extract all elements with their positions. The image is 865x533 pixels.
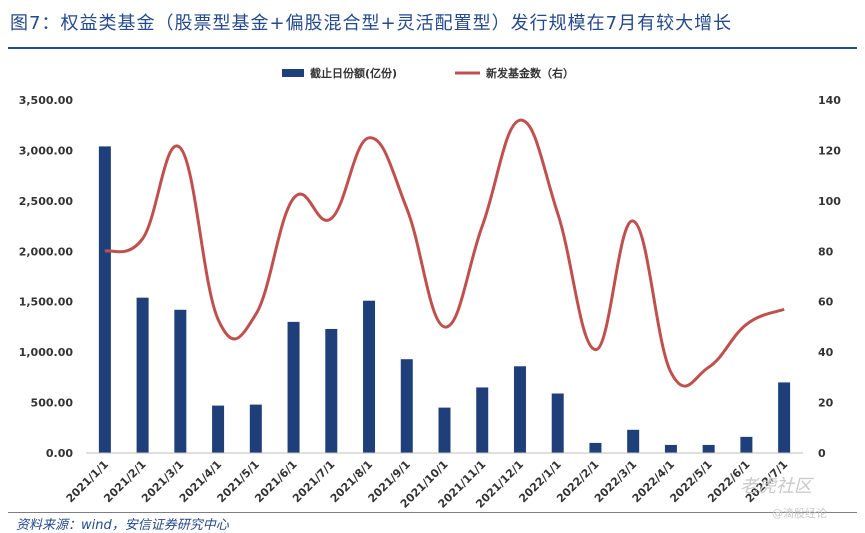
bar (551, 393, 564, 453)
source-divider (8, 512, 857, 513)
bar (438, 407, 451, 453)
right-axis: 0 20 40 60 80 100 120 140 (818, 94, 841, 460)
bar (212, 405, 225, 453)
bar (363, 300, 376, 453)
bar (778, 382, 791, 453)
bar (287, 321, 300, 453)
left-tick-label: 0.00 (46, 447, 73, 460)
bar (627, 429, 640, 453)
right-tick-label: 100 (818, 195, 841, 208)
bar (136, 297, 149, 453)
line-path (104, 118, 785, 388)
legend-bar-label: 截止日份额(亿份) (310, 66, 397, 80)
left-tick-label: 1,500.00 (19, 296, 74, 309)
bar (513, 366, 526, 453)
left-tick-label: 2,000.00 (19, 245, 74, 258)
left-tick-label: 2,500.00 (19, 195, 74, 208)
right-tick-label: 0 (818, 447, 826, 460)
legend-line-label: 新发基金数（右） (486, 66, 574, 80)
left-tick-label: 500.00 (31, 397, 74, 410)
line-series (104, 118, 785, 388)
left-tick-label: 1,000.00 (19, 346, 74, 359)
bar (249, 404, 262, 453)
bar (325, 328, 338, 453)
watermark-brand: 老虎社区 (740, 476, 812, 497)
right-tick-label: 120 (818, 144, 841, 157)
right-tick-label: 20 (818, 397, 834, 410)
legend-bar-swatch (282, 69, 304, 77)
left-tick-label: 3,500.00 (19, 94, 74, 107)
right-tick-label: 140 (818, 94, 841, 107)
bar (400, 359, 413, 453)
bar-series (98, 146, 791, 453)
bar (98, 146, 111, 453)
chart-title: 图7：权益类基金（股票型基金+偏股混合型+灵活配置型）发行规模在7月有较大增长 (10, 13, 733, 34)
left-tick-label: 3,000.00 (19, 144, 74, 157)
bar (589, 442, 602, 453)
right-tick-label: 40 (818, 346, 834, 359)
bar (476, 387, 489, 453)
right-tick-label: 80 (818, 245, 834, 258)
bar (702, 444, 715, 453)
watermark-author: @滴股经论 (772, 507, 827, 520)
source-note: 资料来源：wind，安信证券研究中心 (16, 518, 229, 533)
bar (740, 436, 753, 453)
bar (664, 444, 677, 453)
title-divider (8, 47, 857, 49)
legend: 截止日份额(亿份) 新发基金数（右） (282, 66, 574, 80)
bar (174, 309, 187, 453)
left-axis: 0.00 500.00 1,000.00 1,500.00 2,000.00 2,500.… (19, 94, 74, 460)
right-tick-label: 60 (818, 296, 834, 309)
x-axis: 2021/1/12021/2/12021/3/12021/4/12021/5/1… (64, 452, 803, 511)
